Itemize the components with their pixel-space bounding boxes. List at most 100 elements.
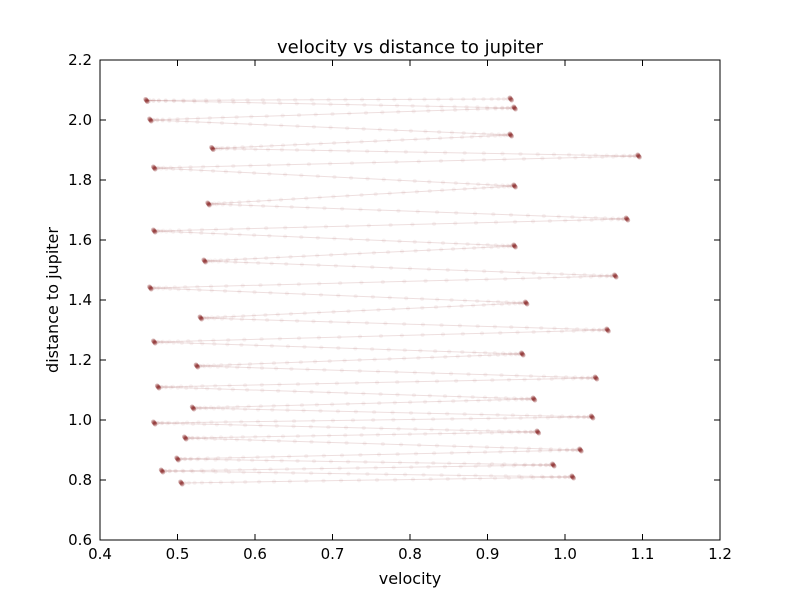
x-tick-label: 1.1 bbox=[631, 545, 655, 563]
data-point bbox=[500, 351, 506, 356]
data-point bbox=[514, 397, 519, 402]
data-point bbox=[184, 420, 190, 425]
data-point bbox=[253, 147, 258, 152]
turning-point-marker bbox=[550, 462, 556, 467]
data-point bbox=[265, 147, 271, 152]
data-point bbox=[388, 222, 393, 228]
data-point bbox=[343, 433, 348, 438]
data-point bbox=[559, 329, 564, 334]
data-point bbox=[223, 437, 228, 442]
turning-point-marker bbox=[152, 166, 158, 172]
data-point bbox=[149, 117, 154, 123]
data-point bbox=[457, 394, 462, 399]
turning-point-marker bbox=[512, 105, 517, 110]
data-point bbox=[492, 476, 498, 481]
data-point bbox=[545, 415, 551, 420]
data-point bbox=[159, 340, 164, 345]
data-point bbox=[481, 97, 486, 102]
data-point bbox=[246, 199, 251, 204]
data-point bbox=[512, 396, 517, 401]
turning-point-marker bbox=[523, 299, 528, 305]
data-point bbox=[370, 294, 375, 299]
data-point bbox=[509, 183, 514, 188]
data-point bbox=[186, 436, 191, 441]
data-point bbox=[608, 217, 614, 222]
data-point bbox=[181, 98, 186, 103]
data-point bbox=[258, 283, 263, 288]
data-point bbox=[511, 243, 516, 249]
data-point bbox=[373, 465, 378, 470]
data-point bbox=[224, 364, 229, 369]
turning-point-marker bbox=[198, 316, 204, 321]
data-point bbox=[400, 137, 405, 142]
turning-point-marker bbox=[198, 315, 203, 320]
data-point bbox=[525, 213, 531, 218]
data-point bbox=[292, 142, 298, 147]
trajectory-segment bbox=[212, 134, 511, 149]
data-point bbox=[216, 405, 221, 410]
data-point bbox=[597, 327, 602, 332]
data-point bbox=[329, 252, 334, 257]
data-point bbox=[395, 451, 400, 457]
data-point bbox=[225, 257, 230, 262]
turning-point-marker bbox=[513, 184, 518, 190]
data-point bbox=[152, 420, 157, 426]
turning-point-marker bbox=[594, 376, 599, 381]
data-point bbox=[313, 112, 318, 117]
data-point bbox=[273, 419, 278, 424]
trajectory-segment bbox=[154, 155, 639, 169]
y-tick-label: 2.0 bbox=[68, 111, 92, 129]
turning-point-marker bbox=[524, 301, 530, 307]
data-point bbox=[496, 96, 501, 102]
data-point bbox=[505, 96, 510, 102]
data-point bbox=[223, 169, 228, 174]
data-point bbox=[578, 274, 583, 279]
data-point bbox=[346, 148, 351, 153]
data-point bbox=[199, 230, 204, 236]
data-point bbox=[326, 390, 331, 395]
data-point bbox=[481, 151, 486, 156]
data-point bbox=[317, 281, 322, 286]
data-point bbox=[484, 105, 490, 110]
data-point bbox=[202, 422, 207, 427]
data-point bbox=[458, 464, 463, 469]
data-point bbox=[434, 379, 440, 384]
data-point bbox=[203, 457, 208, 462]
data-point bbox=[449, 130, 455, 135]
turning-point-marker bbox=[636, 154, 642, 159]
data-point bbox=[353, 294, 358, 299]
data-point bbox=[511, 183, 516, 189]
data-point bbox=[504, 300, 509, 305]
data-point bbox=[546, 271, 551, 276]
data-point bbox=[450, 416, 455, 422]
data-point bbox=[270, 407, 275, 412]
data-point bbox=[332, 140, 337, 146]
data-point bbox=[264, 114, 269, 119]
data-point bbox=[151, 286, 156, 291]
data-point bbox=[267, 198, 272, 203]
data-point bbox=[321, 478, 326, 483]
data-point bbox=[623, 216, 629, 222]
data-point bbox=[462, 298, 468, 303]
data-point bbox=[521, 301, 526, 306]
data-point bbox=[312, 359, 318, 364]
data-point bbox=[236, 457, 241, 463]
data-point bbox=[362, 102, 367, 108]
data-point bbox=[220, 145, 225, 151]
data-point bbox=[232, 146, 237, 151]
turning-point-marker bbox=[508, 133, 514, 138]
data-point bbox=[314, 402, 319, 407]
turning-point-marker bbox=[159, 468, 164, 473]
data-point bbox=[233, 257, 239, 262]
data-point bbox=[622, 153, 627, 158]
data-point bbox=[485, 428, 490, 433]
data-point bbox=[532, 415, 538, 420]
data-point bbox=[519, 351, 524, 357]
turning-point-marker bbox=[209, 145, 214, 150]
data-point bbox=[566, 275, 571, 280]
data-point bbox=[448, 371, 454, 376]
data-point bbox=[289, 366, 294, 371]
data-point bbox=[378, 333, 384, 339]
data-point bbox=[316, 335, 321, 340]
data-point bbox=[291, 424, 296, 429]
